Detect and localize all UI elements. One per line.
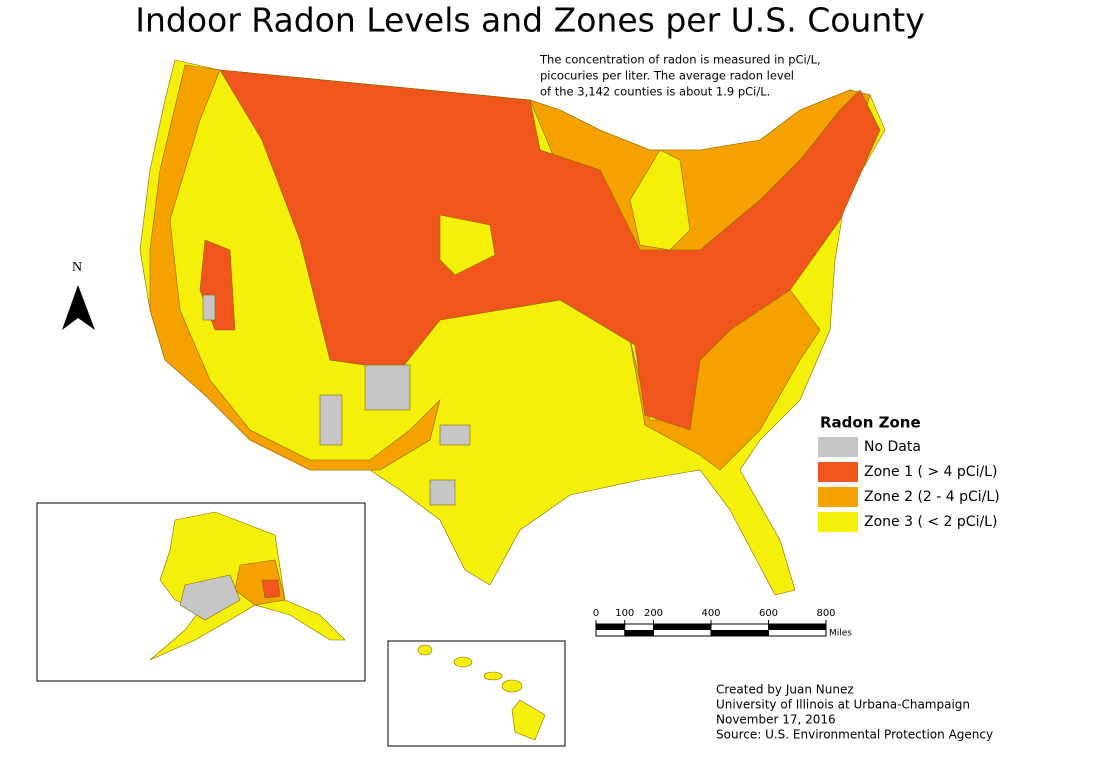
legend-swatch — [818, 462, 858, 482]
note-line: The concentration of radon is measured i… — [539, 53, 821, 67]
scale-segment — [711, 630, 769, 636]
island — [511, 699, 546, 741]
north-arrow — [62, 285, 95, 330]
scale-label: 0 — [593, 608, 599, 619]
legend-swatch — [818, 487, 858, 507]
scale-segment — [624, 630, 654, 636]
scale-segment — [596, 624, 625, 630]
note-line: picocuries per liter. The average radon … — [540, 69, 794, 83]
legend-label: No Data — [864, 439, 921, 455]
zone3-area — [439, 214, 496, 276]
island — [453, 656, 473, 668]
no-data-area — [364, 364, 411, 411]
contiguous-us — [139, 59, 886, 596]
map-title: Indoor Radon Levels and Zones per U.S. C… — [135, 1, 924, 40]
alaska-no-data — [179, 574, 241, 621]
legend-label: Zone 2 (2 - 4 pCi/L) — [864, 489, 1000, 505]
scale-label: 200 — [644, 608, 663, 619]
credit-line: University of Illinois at Urbana-Champai… — [716, 698, 970, 712]
credit-line: Created by Juan Nunez — [716, 683, 854, 697]
no-data-area — [319, 394, 343, 446]
scale-label: 100 — [615, 608, 634, 619]
north-label: N — [72, 260, 82, 275]
no-data-area — [202, 294, 216, 321]
legend-swatch — [818, 512, 858, 532]
scale-label: 600 — [759, 608, 778, 619]
no-data-area — [429, 479, 456, 506]
scale-unit: Miles — [829, 629, 852, 639]
scale-label: 400 — [701, 608, 720, 619]
legend-swatch — [818, 437, 858, 457]
hawaii — [417, 644, 546, 741]
island — [417, 644, 433, 656]
alaska-zone1 — [261, 579, 281, 599]
note-line: of the 3,142 counties is about 1.9 pCi/L… — [540, 85, 770, 99]
note: The concentration of radon is measured i… — [539, 53, 821, 99]
legend-title: Radon Zone — [820, 414, 921, 432]
credit-line: Source: U.S. Environmental Protection Ag… — [716, 728, 993, 742]
legend: Radon Zone No Data Zone 1 ( > 4 pCi/L) Zone… — [818, 414, 1000, 532]
no-data-area — [439, 424, 471, 446]
credit-line: November 17, 2016 — [716, 713, 836, 727]
legend-label: Zone 3 ( < 2 pCi/L) — [864, 514, 997, 530]
zone3-area — [629, 149, 691, 251]
island — [501, 679, 523, 693]
scale-segment — [653, 624, 711, 630]
scale-bar: 0 100 200 400 600 800 Miles — [593, 608, 852, 639]
scale-segment — [768, 624, 826, 630]
scale-label: 800 — [816, 608, 835, 619]
island — [483, 671, 503, 681]
legend-label: Zone 1 ( > 4 pCi/L) — [864, 464, 997, 480]
